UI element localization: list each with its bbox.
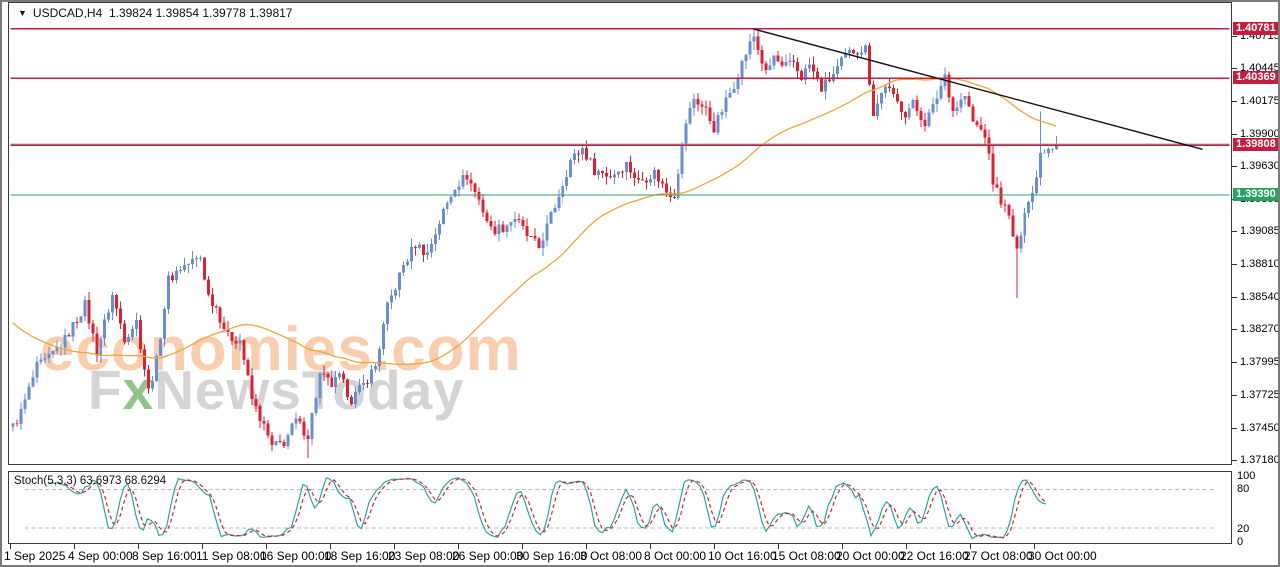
time-tick xyxy=(586,544,587,549)
time-tick xyxy=(970,544,971,549)
price-tick-label: 1.39900 xyxy=(1240,127,1280,140)
price-tick xyxy=(1232,166,1237,168)
price-tick xyxy=(1232,35,1237,37)
stochastic-indicator-label: Stoch(5,3,3) 63.6973 68.6294 xyxy=(14,475,167,487)
price-tick-label: 1.37180 xyxy=(1240,453,1280,466)
stoch-signal-line xyxy=(57,478,1047,539)
time-tick-label: 8 Sep 16:00 xyxy=(132,549,197,563)
time-tick-label: 16 Sep 00:00 xyxy=(260,549,332,563)
stoch-main-line xyxy=(50,476,1047,540)
price-tick-label: 1.40175 xyxy=(1240,94,1280,107)
moving-average-line[interactable] xyxy=(12,77,1057,365)
candles-layer xyxy=(11,28,1059,458)
stoch-axis-label: 20 xyxy=(1237,522,1250,535)
price-tick-label: 1.38810 xyxy=(1240,258,1280,271)
time-tick xyxy=(10,544,11,549)
time-tick xyxy=(458,544,459,549)
time-axis[interactable]: 1 Sep 2025 4 Sep 00:00 8 Sep 16:00 11 Sep 0… xyxy=(2,544,1278,564)
price-badge-resistance-level: 1.39808 xyxy=(1233,138,1278,152)
time-tick xyxy=(842,544,843,549)
stoch-axis-label: 0 xyxy=(1237,536,1244,548)
price-tick-label: 1.37995 xyxy=(1240,356,1280,369)
price-tick-label: 1.38270 xyxy=(1240,323,1280,336)
price-tick xyxy=(1232,68,1237,70)
time-tick-label: 20 Oct 00:00 xyxy=(836,549,905,563)
time-tick xyxy=(650,544,651,549)
time-tick xyxy=(906,544,907,549)
price-tick xyxy=(1232,459,1237,461)
price-tick xyxy=(1232,329,1237,331)
price-axis[interactable]: 1.407151.404451.401751.399001.396301.393… xyxy=(1232,2,1278,562)
time-tick-label: 23 Sep 08:00 xyxy=(388,549,460,563)
price-tick xyxy=(1232,100,1237,102)
watermark-fxnewstoday-logo: FxNewsToday xyxy=(88,359,465,421)
price-tick xyxy=(1232,296,1237,298)
price-badge-resistance-level: 1.40781 xyxy=(1233,21,1278,35)
time-tick xyxy=(714,544,715,549)
price-tick-label: 1.39085 xyxy=(1240,225,1280,238)
time-tick-label: 27 Oct 08:00 xyxy=(964,549,1033,563)
main-chart-panel[interactable] xyxy=(8,2,1232,465)
time-tick xyxy=(522,544,523,549)
price-tick xyxy=(1232,362,1237,364)
time-tick-label: 26 Sep 00:00 xyxy=(452,549,524,563)
time-tick-label: 4 Sep 00:00 xyxy=(68,549,133,563)
time-tick xyxy=(138,544,139,549)
chart-symbol-timeframe: USDCAD,H4 xyxy=(32,6,103,20)
time-tick-label: 22 Oct 16:00 xyxy=(900,549,969,563)
price-badge-support-level: 1.39390 xyxy=(1233,188,1278,202)
chart-ohlc-readout: 1.39824 1.39854 1.39778 1.39817 xyxy=(108,6,293,20)
time-tick-label: 8 Oct 00:00 xyxy=(644,549,707,563)
chart-title: ▼ USDCAD,H4 1.39824 1.39854 1.39778 1.398… xyxy=(18,6,292,20)
time-tick xyxy=(202,544,203,549)
time-tick-label: 11 Sep 08:00 xyxy=(196,549,267,563)
time-tick xyxy=(74,544,75,549)
time-tick-label: 30 Sep 16:00 xyxy=(516,549,588,563)
price-tick xyxy=(1232,394,1237,396)
time-tick xyxy=(266,544,267,549)
time-tick-label: 3 Oct 08:00 xyxy=(580,549,643,563)
price-tick xyxy=(1232,264,1237,266)
time-tick-label: 18 Sep 16:00 xyxy=(324,549,396,563)
price-tick xyxy=(1232,427,1237,429)
time-tick xyxy=(778,544,779,549)
time-tick-label: 15 Oct 08:00 xyxy=(772,549,841,563)
descending-trendline[interactable] xyxy=(753,28,1203,150)
time-tick-label: 10 Oct 16:00 xyxy=(708,549,777,563)
price-tick-label: 1.38540 xyxy=(1240,290,1280,303)
time-tick xyxy=(1034,544,1035,549)
stochastic-panel[interactable] xyxy=(8,471,1232,544)
stoch-axis-label: 80 xyxy=(1237,483,1250,496)
price-badge-resistance-level: 1.40369 xyxy=(1233,70,1278,84)
time-tick-label: 1 Sep 2025 xyxy=(4,549,66,563)
stoch-axis-label: 100 xyxy=(1237,470,1256,482)
price-tick xyxy=(1232,133,1237,135)
watermark-economies-logo: economies.com xyxy=(40,315,522,384)
time-tick xyxy=(330,544,331,549)
price-tick-label: 1.37450 xyxy=(1240,421,1280,434)
time-tick-label: 30 Oct 00:00 xyxy=(1028,549,1097,563)
collapse-chart-icon[interactable]: ▼ xyxy=(18,8,27,18)
price-tick-label: 1.37725 xyxy=(1240,388,1280,401)
time-tick xyxy=(394,544,395,549)
price-tick-label: 1.39630 xyxy=(1240,160,1280,173)
price-tick xyxy=(1232,231,1237,233)
